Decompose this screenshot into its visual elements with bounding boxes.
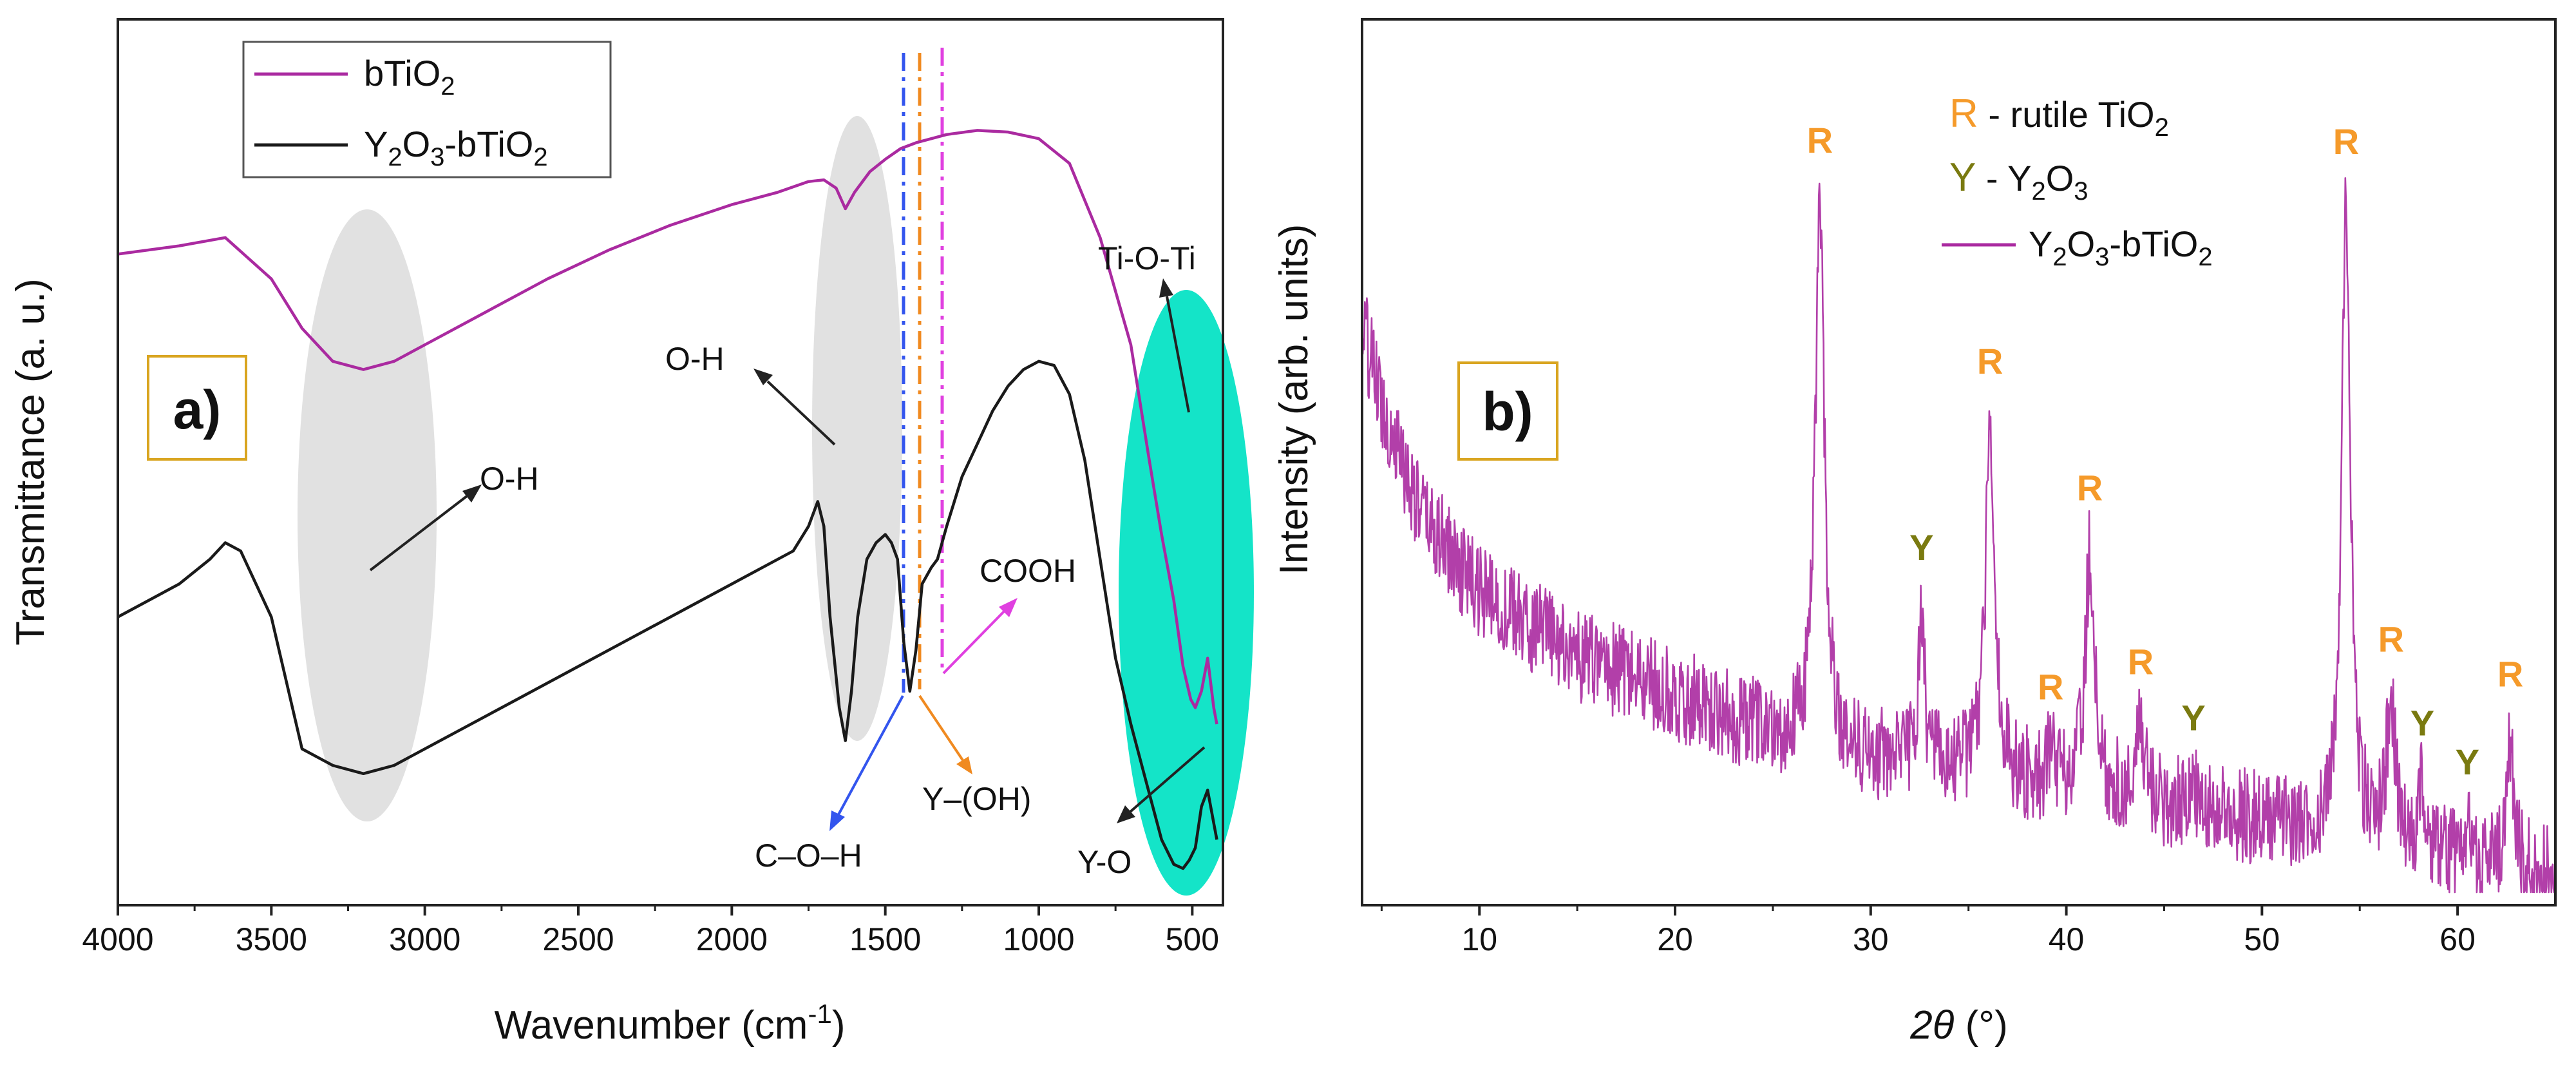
ftir-x-tick-label: 1000 — [1003, 921, 1074, 957]
rutile-peak-label: R — [2077, 468, 2103, 508]
panel-b-label-box — [1457, 361, 1558, 461]
c-o-h-arrowhead — [829, 810, 845, 831]
oh-stretch-arrowhead — [462, 484, 482, 503]
cooh-label: COOH — [980, 553, 1076, 589]
y-o-label: Y-O — [1077, 844, 1132, 880]
ftir-plot-frame — [117, 18, 1224, 906]
ftir-x-tick-label: 3000 — [389, 921, 460, 957]
ftir-x-tick-label: 500 — [1166, 921, 1219, 957]
xrd-y-axis-title: Intensity (arb. units) — [1272, 224, 1316, 575]
ftir-x-tick-label: 1500 — [849, 921, 921, 957]
ftir-x-tick-label: 4000 — [82, 921, 153, 957]
legend-label-xrd: Y2O3-bTiO2 — [2029, 224, 2213, 271]
panel-a-label: a) — [173, 379, 222, 440]
xrd-x-tick-label: 20 — [1657, 921, 1693, 957]
rutile-peak-label: R — [1977, 341, 2003, 381]
y2o3-peak-label: Y — [2456, 742, 2479, 782]
xrd-legend: R - rutile TiO2 Y - Y2O3 Y2O3-bTiO2 — [1942, 91, 2213, 271]
rutile-peak-label: R — [1807, 120, 1833, 160]
xrd-x-tick-label: 30 — [1853, 921, 1889, 957]
y2o3-peak-label: Y — [1909, 527, 1933, 568]
rutile-peak-label: R — [2497, 654, 2523, 695]
y-oh-label: Y–(OH) — [922, 781, 1031, 817]
y2o3-peak-label: Y — [2410, 703, 2434, 743]
ftir-x-tick-label: 2000 — [696, 921, 768, 957]
xrd-x-tick-label: 40 — [2049, 921, 2085, 957]
xrd-x-axis-title: 2θ (°) — [1909, 1003, 2007, 1048]
y-oh-arrow — [918, 695, 964, 762]
legend-box — [242, 41, 612, 178]
ftir-y-axis-title: Transmittance (a. u.) — [8, 278, 53, 646]
xrd-x-ticks: 10 20 30 40 50 60 — [1380, 905, 2476, 957]
xrd-plot-frame — [1361, 18, 2557, 906]
y-oh-arrowhead — [956, 756, 972, 774]
rutile-peak-label: R — [2128, 642, 2154, 682]
c-o-h-arrow — [836, 695, 904, 818]
rutile-peak-label: R — [2378, 619, 2404, 659]
oh-stretch-arrow — [369, 495, 468, 571]
oh-bend-band-highlight — [812, 116, 902, 741]
y2o3-btio2-series-line — [117, 360, 1218, 870]
y2o3-btio2-xrd-series-line — [1361, 177, 2555, 894]
oh-bend-arrow — [766, 380, 836, 446]
y-o-arrow — [1129, 746, 1206, 813]
xrd-x-tick-label: 50 — [2244, 921, 2280, 957]
xrd-x-tick-label: 60 — [2439, 921, 2476, 957]
rutile-peak-label: R — [2038, 666, 2063, 707]
oh-stretch-label: O-H — [480, 461, 539, 497]
cooh-arrowhead — [999, 598, 1018, 617]
rutile-peak-label: R — [2333, 121, 2359, 162]
ftir-x-tick-label: 3500 — [236, 921, 307, 957]
oh-bend-label: O-H — [665, 341, 724, 377]
btio2-series-line — [117, 129, 1218, 725]
oh-bend-arrowhead — [753, 369, 773, 385]
y2o3-peak-label: Y — [2181, 697, 2205, 738]
legend-rutile-entry: R - rutile TiO2 — [1949, 91, 2169, 142]
oh-stretch-band-highlight — [298, 209, 437, 821]
ftir-panel: O-H O-H Ti-O-Ti COOH C–O–H Y–(OH) Y-O a)… — [8, 18, 1254, 1048]
ti-o-ti-label: Ti-O-Ti — [1098, 240, 1196, 276]
c-o-h-label: C–O–H — [755, 838, 862, 874]
ti-o-ti-arrow — [1166, 296, 1190, 413]
ftir-legend: bTiO2 Y2O3-bTiO2 — [242, 41, 612, 178]
ti-o-ti-arrowhead — [1159, 278, 1173, 298]
legend-label-btio2: bTiO2 — [364, 53, 455, 101]
legend-y2o3-entry: Y - Y2O3 — [1949, 155, 2088, 206]
cooh-arrow — [942, 609, 1006, 675]
legend-label-y2o3-btio2: Y2O3-bTiO2 — [364, 124, 548, 171]
y-o-arrowhead — [1117, 805, 1135, 823]
ftir-x-ticks: 4000 3500 3000 2500 2000 1500 1000 500 — [82, 905, 1219, 957]
xrd-x-tick-label: 10 — [1461, 921, 1497, 957]
metal-oxide-band-highlight — [1119, 290, 1254, 896]
panel-b-label: b) — [1482, 381, 1533, 442]
panel-a-label-box — [147, 355, 247, 461]
ftir-x-tick-label: 2500 — [542, 921, 614, 957]
ftir-x-axis-title: Wavenumber (cm-1) — [495, 999, 846, 1048]
